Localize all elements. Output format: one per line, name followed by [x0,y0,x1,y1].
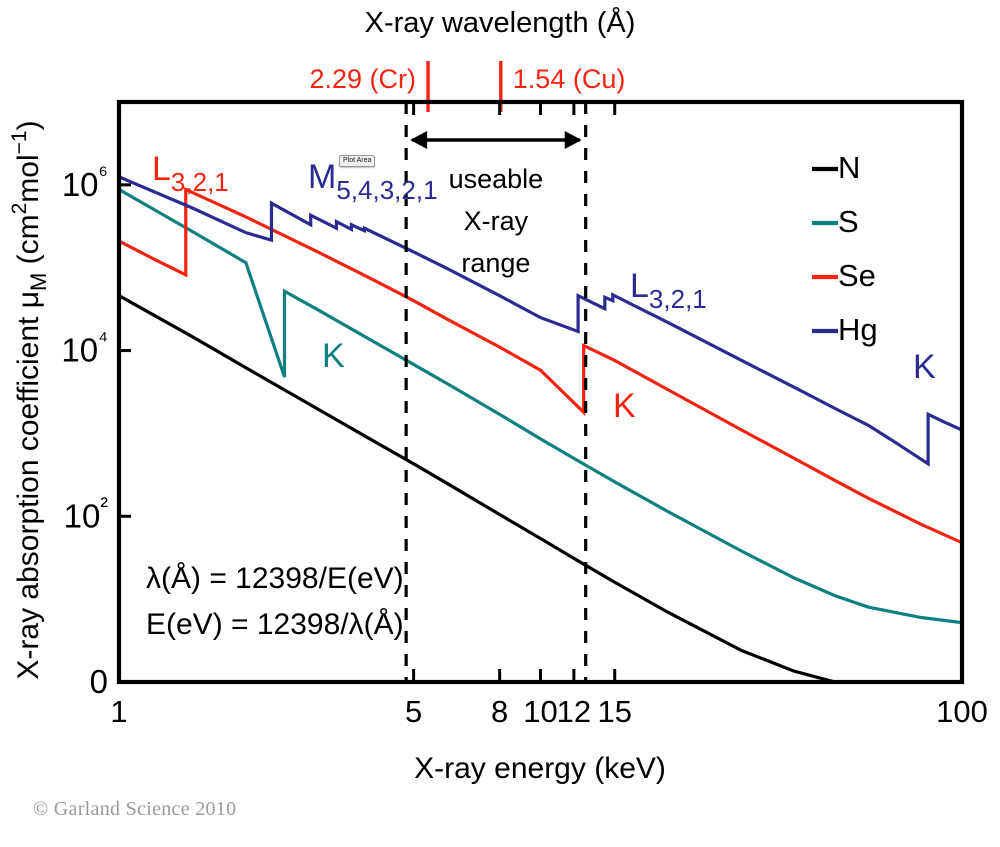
edge-label-main: K [613,387,636,425]
useable-range-arrow [410,131,582,149]
x-tick-label-8: 8 [491,694,508,729]
series-line-se [119,186,962,545]
edge-label-se-K: K [613,387,636,425]
equation-line-2: E(eV) = 12398/λ(Å) [146,608,404,641]
legend-label-n: N [838,150,860,185]
series-line-s [119,188,962,625]
x-tick-label-100: 100 [936,694,988,729]
y-tick-label-1: 10² [64,492,109,534]
x-tick-label-5: 5 [405,694,422,729]
edge-label-subscript: 5,4,3,2,1 [336,175,437,205]
series-line-n [119,294,844,682]
wavelength-marker-label-cr: 2.29 (Cr) [310,64,417,94]
y-tick-label-2: 10⁴ [61,327,108,369]
copyright-credit: © Garland Science 2010 [33,798,237,820]
y-axis-title: X-ray absorption coefficient μM (cm2mol−… [8,120,51,679]
useable-range-text-line-2: X-ray [464,206,529,236]
plot-area [119,175,962,682]
x-tick-label-1: 1 [110,694,127,729]
legend-label-s: S [838,204,859,239]
y-tick-label-0: 0 [90,663,108,700]
edge-label-main: L3,2,1 [630,267,707,314]
legend-label-se: Se [838,258,876,293]
edge-label-hg-K: K [913,348,936,386]
wavelength-marker-label-cu: 1.54 (Cu) [513,64,626,94]
edge-label-subscript: 3,2,1 [171,167,229,197]
x-tick-label-10: 10 [523,694,557,729]
equation-line-1: λ(Å) = 12398/E(eV) [146,562,404,595]
top-axis-title: X-ray wavelength (Å) [365,6,636,39]
plot-area-tooltip: Plot Area [339,155,376,167]
edge-label-hg-L: L3,2,1 [630,267,707,314]
legend-label-hg: Hg [838,312,878,347]
edge-label-se-L: L3,2,1 [152,150,229,197]
edge-label-main: L3,2,1 [152,150,229,197]
legend: NS Se Hg [812,150,878,347]
useable-range-text-line-3: range [461,248,530,278]
edge-label-main: K [322,337,345,375]
edge-label-subscript: 3,2,1 [649,284,707,314]
y-axis-ticks: 0 10² 10⁴ 10⁶ [61,161,131,700]
edge-label-s-K: K [322,337,345,375]
useable-range-text-line-1: useable [449,164,544,194]
y-tick-label-3: 10⁶ [62,161,108,203]
bottom-axis-title: X-ray energy (keV) [414,752,666,785]
x-tick-label-15: 15 [597,694,631,729]
x-tick-label-12: 12 [557,694,591,729]
edge-label-main: K [913,348,936,386]
series-line-hg [119,175,962,467]
